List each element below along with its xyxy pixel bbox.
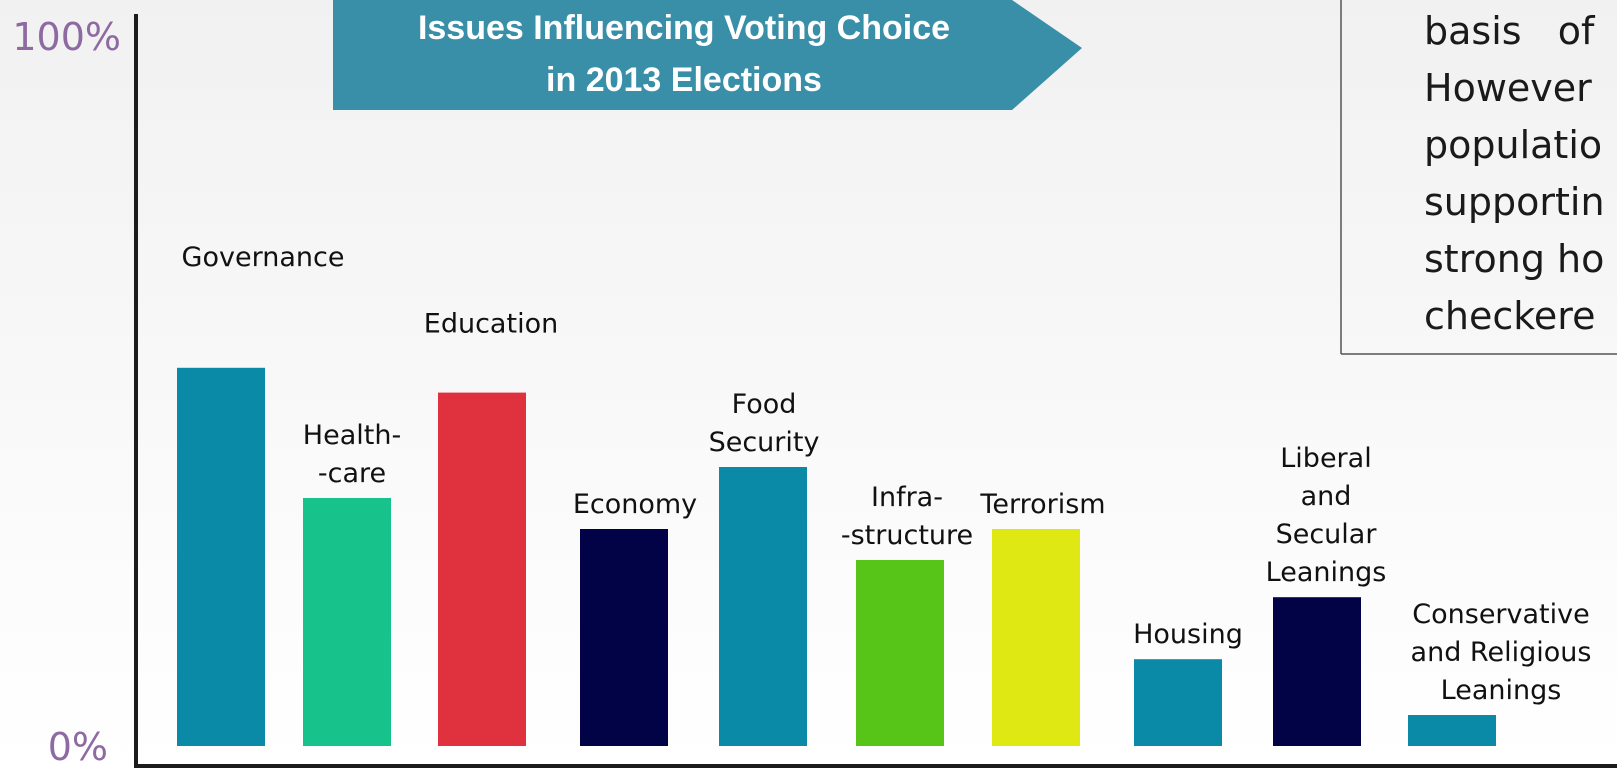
- bar-2: [438, 392, 526, 746]
- note-box: basis of However populatio supportin str…: [1340, 0, 1617, 355]
- category-label-8-line-0: Liberal: [1280, 443, 1371, 474]
- category-label-4-line-1: Security: [709, 427, 820, 458]
- bar-4: [719, 467, 807, 746]
- y-tick-label-min: 0%: [48, 725, 108, 768]
- category-label-9-line-2: Leanings: [1441, 675, 1562, 706]
- note-line: checkere: [1424, 294, 1595, 338]
- category-label-8-line-3: Leanings: [1266, 557, 1387, 588]
- chart-title-line-2: in 2013 Elections: [546, 61, 822, 99]
- category-label-1-line-1: -care: [318, 458, 386, 489]
- category-label-0-line-0: Governance: [182, 242, 345, 273]
- category-label-9-line-1: and Religious: [1411, 637, 1592, 668]
- note-line: However: [1424, 66, 1592, 110]
- chart-title-line-1: Issues Influencing Voting Choice: [418, 9, 950, 47]
- category-label-8-line-1: and: [1301, 481, 1352, 512]
- category-label-4-line-0: Food: [732, 389, 797, 420]
- title-banner: Issues Influencing Voting Choice in 2013…: [333, 0, 1082, 110]
- category-label-9-line-0: Conservative: [1412, 599, 1589, 630]
- bar-3: [580, 529, 668, 746]
- bar-7: [1134, 659, 1222, 746]
- bar-5: [856, 560, 944, 746]
- bar-6: [992, 529, 1080, 746]
- note-line: populatio: [1424, 123, 1602, 167]
- note-line: strong ho: [1424, 237, 1604, 281]
- bar-0: [177, 367, 265, 746]
- category-label-8-line-2: Secular: [1276, 519, 1378, 550]
- y-tick-label-max: 100%: [12, 15, 121, 59]
- title-banner-arrow: [333, 0, 1082, 110]
- category-label-1-line-0: Health-: [303, 420, 401, 451]
- category-label-7-line-0: Housing: [1133, 619, 1243, 650]
- category-label-3-line-0: Economy: [573, 489, 697, 520]
- bar-labels: Governance Health- -care Education Economy Fo…: [182, 242, 1592, 706]
- bar-8: [1273, 597, 1361, 746]
- category-label-5-line-1: -structure: [841, 520, 973, 551]
- bar-1: [303, 498, 391, 746]
- note-line: supportin: [1424, 180, 1605, 224]
- category-label-6-line-0: Terrorism: [979, 489, 1105, 520]
- bars: [177, 367, 1496, 746]
- category-label-2-line-0: Education: [424, 309, 558, 340]
- note-line: basis of: [1424, 9, 1596, 53]
- category-label-5-line-0: Infra-: [871, 482, 943, 513]
- bar-9: [1408, 715, 1496, 746]
- axes: 100% 0%: [12, 14, 1617, 768]
